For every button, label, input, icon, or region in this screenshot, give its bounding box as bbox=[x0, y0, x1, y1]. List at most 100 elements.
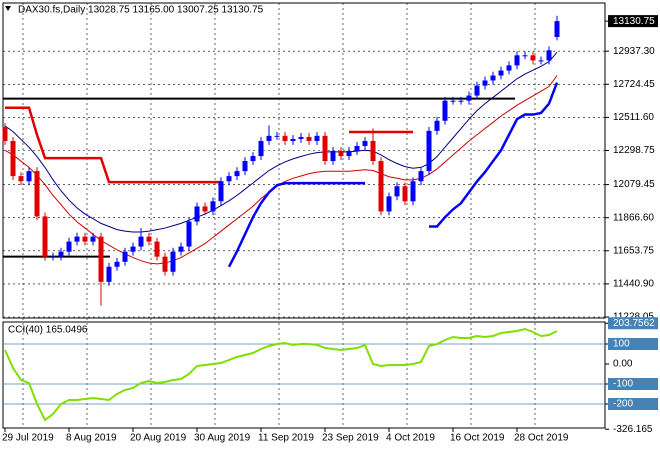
candle-body bbox=[242, 161, 248, 172]
candle-body bbox=[66, 241, 72, 252]
candle-body bbox=[90, 236, 96, 242]
candle-body bbox=[250, 156, 256, 162]
y-tick-label: 12937.30 bbox=[613, 46, 655, 57]
candle-body bbox=[18, 176, 24, 182]
x-tick-label: 4 Oct 2019 bbox=[386, 433, 435, 444]
candle-body bbox=[482, 80, 488, 86]
candle-body bbox=[314, 135, 320, 141]
candle-body bbox=[458, 100, 464, 102]
candle-body bbox=[498, 70, 504, 76]
candle-body bbox=[490, 75, 496, 81]
x-tick-label: 29 Jul 2019 bbox=[2, 433, 54, 444]
tick-label-box bbox=[608, 338, 658, 350]
y-tick-label: -100 bbox=[613, 379, 633, 390]
candle-body bbox=[2, 126, 8, 141]
candle-body bbox=[194, 206, 200, 222]
candle-body bbox=[218, 181, 224, 202]
y-tick-label: 11440.90 bbox=[613, 279, 654, 290]
candle-body bbox=[546, 50, 552, 61]
y-tick-label: -326.165 bbox=[613, 424, 653, 435]
candle-body bbox=[466, 95, 472, 101]
candle-body bbox=[354, 145, 360, 151]
y-tick-label: 11653.75 bbox=[613, 245, 654, 256]
indicator-title: CCI(40) 165.0496 bbox=[8, 325, 88, 336]
candle-body bbox=[258, 140, 264, 157]
overlay-line bbox=[227, 82, 559, 268]
candle-body bbox=[322, 135, 328, 162]
candle-body bbox=[410, 181, 416, 202]
candle-body bbox=[130, 246, 136, 252]
y-tick-label: 203.7562 bbox=[613, 318, 655, 329]
candle-body bbox=[146, 236, 152, 242]
candle-body bbox=[106, 266, 112, 282]
candle-body bbox=[418, 171, 424, 182]
candle-body bbox=[58, 251, 64, 257]
candle-body bbox=[26, 171, 32, 182]
candle-body bbox=[298, 136, 304, 139]
x-tick-label: 8 Aug 2019 bbox=[66, 433, 117, 444]
y-tick-label: 100 bbox=[613, 339, 630, 350]
y-tick-label: 11228.05 bbox=[613, 312, 654, 323]
x-tick-label: 30 Aug 2019 bbox=[194, 433, 251, 444]
y-tick-label: 12298.75 bbox=[613, 145, 655, 156]
candle-body bbox=[42, 216, 48, 257]
candle-body bbox=[98, 236, 104, 282]
y-tick-label: 13130.75 bbox=[613, 16, 655, 27]
candle-body bbox=[122, 251, 128, 262]
x-tick-label: 16 Oct 2019 bbox=[450, 433, 505, 444]
candle-body bbox=[138, 236, 144, 247]
candle-body bbox=[202, 206, 208, 212]
candle-body bbox=[210, 201, 216, 212]
candle-body bbox=[186, 221, 192, 247]
y-tick-label: 11866.60 bbox=[613, 212, 654, 223]
candle-body bbox=[522, 55, 528, 57]
tick-label-box bbox=[608, 317, 658, 330]
cci-line bbox=[4, 327, 558, 422]
candle-body bbox=[442, 100, 448, 121]
x-tick-label: 23 Sep 2019 bbox=[322, 433, 379, 444]
candle-body bbox=[50, 256, 56, 258]
x-tick-label: 28 Oct 2019 bbox=[514, 433, 569, 444]
candle-body bbox=[178, 246, 184, 252]
candle-body bbox=[282, 135, 288, 141]
candle-body bbox=[266, 135, 272, 141]
candle-body bbox=[362, 140, 368, 146]
x-tick-label: 20 Aug 2019 bbox=[130, 433, 187, 444]
candle-body bbox=[530, 55, 536, 61]
candle-body bbox=[330, 150, 336, 162]
y-tick-label: 12724.45 bbox=[613, 79, 655, 90]
cci-panel bbox=[2, 321, 606, 429]
candle-body bbox=[506, 65, 512, 71]
tick-label-box bbox=[608, 15, 658, 28]
candle-body bbox=[426, 130, 432, 172]
candle-body bbox=[10, 140, 16, 177]
tick-label-box bbox=[608, 398, 658, 410]
candle-body bbox=[514, 55, 520, 66]
y-tick-label: 0.00 bbox=[613, 359, 633, 370]
candle-body bbox=[338, 150, 344, 157]
overlay-line bbox=[5, 106, 413, 184]
candle-body bbox=[154, 241, 160, 257]
candle-body bbox=[378, 161, 384, 212]
candle-body bbox=[554, 21, 560, 37]
candle-body bbox=[162, 256, 168, 272]
candle-body bbox=[74, 236, 80, 242]
candle-body bbox=[34, 171, 40, 217]
y-tick-label: -200 bbox=[613, 399, 633, 410]
candle-body bbox=[394, 186, 400, 197]
y-tick-label: 12079.45 bbox=[613, 179, 655, 190]
y-tick-label: 12511.60 bbox=[613, 112, 654, 123]
candle-body bbox=[114, 261, 120, 267]
candle-body bbox=[306, 136, 312, 141]
chart-title: DAX30.fs,Daily 13028.75 13165.00 13007.2… bbox=[18, 5, 264, 16]
candle-body bbox=[234, 171, 240, 177]
candle-body bbox=[170, 251, 176, 272]
candle-body bbox=[274, 135, 280, 137]
tick-label-box bbox=[608, 378, 658, 390]
candle-body bbox=[226, 176, 232, 182]
candle-body bbox=[290, 138, 296, 141]
candle-body bbox=[370, 140, 376, 162]
candle-body bbox=[450, 100, 456, 102]
